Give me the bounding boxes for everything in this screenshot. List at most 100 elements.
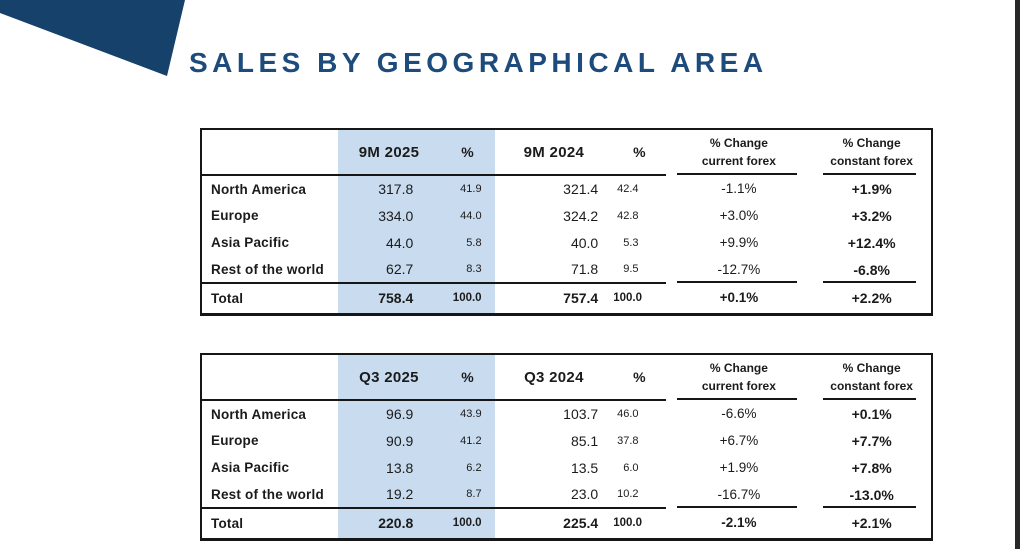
table-row-rest-of-world: Rest of the world 19.2 8.7 23.0 10.2 -16… [201, 481, 932, 509]
region-label: North America [211, 181, 307, 197]
value-cell: 317.8 [378, 181, 414, 197]
value-cell: 334.0 [378, 207, 414, 224]
pct-cell: 100.0 [452, 517, 482, 530]
value-cell: 13.8 [386, 459, 414, 476]
header-line1: % Change [709, 136, 768, 151]
col-header-pct-prior: % [613, 129, 666, 176]
pct-cell: 42.4 [617, 183, 639, 195]
value-cell: 220.8 [378, 515, 414, 532]
value-cell: 757.4 [563, 290, 599, 307]
col-header-pct-current: % [440, 129, 495, 176]
table-row-asia-pacific: Asia Pacific 44.0 5.8 40.0 5.3 +9.9% +12… [201, 229, 932, 256]
col-header-change-constant-forex: % Change constant forex [812, 354, 932, 400]
pct-cell: 100.0 [452, 292, 482, 305]
pct-cell: 10.2 [613, 481, 666, 509]
header-row: Q3 2025 % Q3 2024 % % Change current for… [201, 354, 932, 401]
col-header-change-constant-forex: % Change constant forex [812, 129, 932, 175]
corner-cell [201, 129, 338, 176]
change-current-cell: -6.6% [721, 406, 757, 421]
table-row-rest-of-world: Rest of the world 62.7 8.3 71.8 9.5 -12.… [201, 256, 932, 284]
table-row-total: Total 758.4 100.0 757.4 100.0 +0.1% +2.2… [201, 283, 932, 314]
page-title: SALES BY GEOGRAPHICAL AREA [189, 47, 768, 78]
col-header-change-current-forex: % Change current forex [666, 354, 813, 400]
col-header-period-prior: Q3 2024 [494, 354, 614, 401]
change-constant-cell: +12.4% [847, 234, 896, 251]
value-cell: 85.1 [570, 432, 599, 449]
change-current-cell: +0.1% [719, 290, 759, 306]
change-constant-cell: -13.0% [812, 481, 932, 508]
change-constant-cell: +7.7% [851, 432, 892, 449]
change-current-cell: +6.7% [719, 433, 759, 448]
change-current-cell: -2.1% [721, 515, 757, 531]
pct-cell: 6.2 [466, 461, 482, 474]
table-row-europe: Europe 334.0 44.0 324.2 42.8 +3.0% +3.2% [201, 202, 932, 229]
region-label: North America [211, 406, 307, 422]
pct-cell: 8.7 [440, 481, 495, 509]
change-constant-cell: +3.2% [851, 207, 892, 224]
pct-cell: 43.9 [460, 408, 482, 420]
change-current-cell: -1.1% [721, 181, 757, 196]
col-header-period-prior: 9M 2024 [494, 129, 614, 176]
window-edge-bar [1015, 0, 1020, 549]
change-current-cell: +3.0% [719, 208, 759, 223]
pct-cell: 44.0 [460, 209, 482, 222]
header-line1: % Change [842, 136, 901, 151]
change-constant-cell: -6.8% [812, 256, 932, 283]
header-line2: current forex [701, 153, 776, 168]
change-current-cell: -16.7% [666, 481, 813, 508]
value-cell: 103.7 [563, 406, 599, 422]
header-line2: current forex [701, 378, 776, 393]
col-header-change-current-forex: % Change current forex [666, 129, 813, 175]
value-cell: 44.0 [386, 234, 414, 251]
table-row-north-america: North America 96.9 43.9 103.7 46.0 -6.6%… [201, 400, 932, 427]
value-cell: 321.4 [563, 181, 599, 197]
header-line2: constant forex [830, 378, 913, 393]
pct-cell: 6.0 [623, 461, 639, 474]
col-header-period-current: 9M 2025 [337, 129, 441, 176]
value-cell: 40.0 [570, 234, 599, 251]
region-label: Asia Pacific [211, 460, 290, 475]
value-cell: 758.4 [378, 290, 414, 307]
value-cell: 90.9 [386, 432, 414, 449]
header-line2: constant forex [830, 153, 913, 168]
value-cell: 225.4 [563, 515, 599, 532]
corner-cell [201, 354, 338, 401]
header-row: 9M 2025 % 9M 2024 % % Change current for… [201, 129, 932, 176]
col-header-pct-current: % [440, 354, 495, 401]
table-row-asia-pacific: Asia Pacific 13.8 6.2 13.5 6.0 +1.9% +7.… [201, 454, 932, 481]
pct-cell: 100.0 [613, 517, 642, 530]
total-label: Total [211, 290, 244, 306]
sales-table-q3: Q3 2025 % Q3 2024 % % Change current for… [200, 353, 933, 541]
change-constant-cell: +2.1% [851, 514, 892, 531]
region-label: Rest of the world [201, 481, 338, 509]
value-cell: 19.2 [337, 481, 441, 509]
col-header-pct-prior: % [613, 354, 666, 401]
change-constant-cell: +0.1% [851, 405, 892, 422]
region-label: Asia Pacific [211, 235, 290, 250]
sales-table-9m: 9M 2025 % 9M 2024 % % Change current for… [200, 128, 933, 316]
table-row-total: Total 220.8 100.0 225.4 100.0 -2.1% +2.1… [201, 508, 932, 539]
change-constant-cell: +2.2% [851, 289, 892, 306]
col-header-period-current: Q3 2025 [337, 354, 441, 401]
header-line1: % Change [709, 361, 768, 376]
pct-cell: 5.8 [466, 236, 482, 249]
pct-cell: 8.3 [440, 256, 495, 284]
value-cell: 324.2 [563, 207, 599, 224]
value-cell: 71.8 [494, 256, 614, 284]
change-current-cell: +1.9% [719, 460, 759, 475]
corner-accent-shape [0, 0, 185, 76]
pct-cell: 46.0 [617, 408, 639, 420]
value-cell: 96.9 [386, 406, 414, 422]
table-row-europe: Europe 90.9 41.2 85.1 37.8 +6.7% +7.7% [201, 427, 932, 454]
change-current-cell: -12.7% [666, 256, 813, 283]
header-line1: % Change [842, 361, 901, 376]
table-row-north-america: North America 317.8 41.9 321.4 42.4 -1.1… [201, 175, 932, 202]
pct-cell: 41.2 [460, 434, 482, 447]
change-constant-cell: +7.8% [851, 459, 892, 476]
pct-cell: 9.5 [613, 256, 666, 284]
region-label: Rest of the world [201, 256, 338, 284]
pct-cell: 37.8 [617, 434, 639, 447]
value-cell: 23.0 [494, 481, 614, 509]
change-constant-cell: +1.9% [851, 180, 892, 197]
